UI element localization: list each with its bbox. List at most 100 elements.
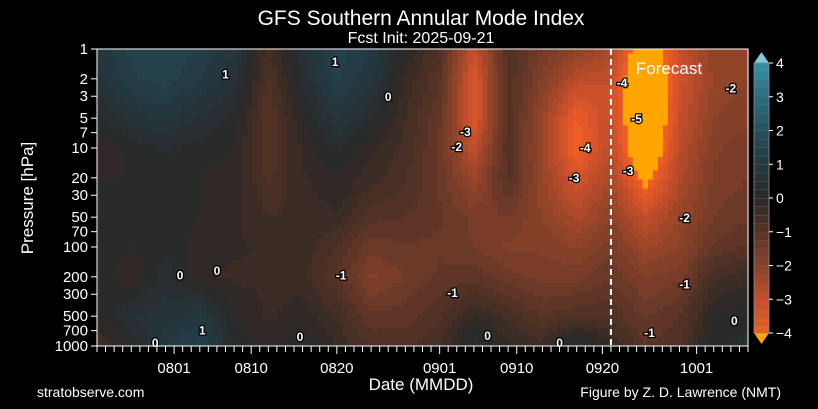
heatmap-cell	[642, 71, 649, 77]
heatmap-cell	[542, 85, 549, 91]
heatmap-cell	[217, 179, 223, 185]
heatmap-cell	[147, 161, 153, 167]
heatmap-cell	[422, 116, 429, 122]
heatmap-cell	[337, 197, 343, 203]
heatmap-cell	[192, 130, 198, 136]
heatmap-cell	[662, 206, 669, 212]
heatmap-cell	[527, 134, 534, 140]
heatmap-cell	[627, 157, 634, 163]
heatmap-cell	[637, 206, 644, 212]
heatmap-cell	[427, 202, 434, 208]
heatmap-cell	[412, 157, 419, 163]
heatmap-cell	[167, 188, 173, 194]
heatmap-cell	[587, 161, 594, 167]
heatmap-cell	[412, 116, 419, 122]
heatmap-cell	[482, 80, 489, 86]
heatmap-cell	[432, 166, 439, 172]
heatmap-cell	[272, 98, 278, 104]
heatmap-cell	[397, 89, 404, 95]
heatmap-cell	[382, 179, 389, 185]
heatmap-cell	[467, 139, 474, 145]
heatmap-cell	[142, 89, 148, 95]
heatmap-cell	[247, 89, 253, 95]
heatmap-cell	[157, 179, 163, 185]
heatmap-cell	[367, 134, 374, 140]
heatmap-cell	[662, 170, 669, 176]
heatmap-cell	[552, 211, 559, 217]
heatmap-cell	[157, 85, 163, 91]
heatmap-cell	[372, 215, 379, 221]
heatmap-cell	[562, 202, 569, 208]
heatmap-cell	[102, 157, 108, 163]
heatmap-cell	[142, 166, 148, 172]
heatmap-cell	[707, 188, 714, 194]
heatmap-cell	[672, 112, 679, 118]
heatmap-cell	[677, 103, 684, 109]
heatmap-cell	[657, 161, 664, 167]
heatmap-cell	[442, 62, 449, 68]
heatmap-cell	[662, 121, 669, 127]
heatmap-cell	[237, 112, 243, 118]
heatmap-cell	[662, 161, 669, 167]
heatmap-cell	[622, 188, 629, 194]
heatmap-cell	[632, 148, 639, 154]
heatmap-cell	[602, 170, 609, 176]
heatmap-cell	[467, 143, 474, 149]
heatmap-cell	[157, 139, 163, 145]
heatmap-cell	[577, 107, 584, 113]
heatmap-cell	[122, 166, 128, 172]
heatmap-cell	[167, 71, 173, 77]
heatmap-cell	[552, 148, 559, 154]
heatmap-cell	[422, 125, 429, 131]
heatmap-cell	[192, 125, 198, 131]
heatmap-cell	[252, 98, 258, 104]
heatmap-cell	[457, 215, 464, 221]
heatmap-cell	[132, 215, 138, 221]
heatmap-cell	[527, 80, 534, 86]
heatmap-cell	[672, 58, 679, 64]
heatmap-cell	[597, 125, 604, 131]
heatmap-cell	[167, 80, 173, 86]
heatmap-cell	[172, 53, 178, 59]
heatmap-cell	[637, 184, 644, 190]
heatmap-cell	[627, 116, 634, 122]
heatmap-cell	[112, 143, 118, 149]
heatmap-cell	[502, 103, 509, 109]
heatmap-cell	[137, 215, 143, 221]
heatmap-cell	[407, 89, 414, 95]
heatmap-cell	[442, 85, 449, 91]
heatmap-cell	[712, 76, 719, 82]
heatmap-cell	[297, 112, 303, 118]
heatmap-cell	[672, 215, 679, 221]
heatmap-cell	[162, 67, 168, 73]
heatmap-cell	[272, 116, 278, 122]
heatmap-cell	[527, 103, 534, 109]
heatmap-cell	[322, 49, 328, 55]
heatmap-cell	[372, 76, 379, 82]
heatmap-cell	[117, 107, 123, 113]
heatmap-cell	[212, 161, 218, 167]
heatmap-cell	[447, 107, 454, 113]
heatmap-cell	[447, 130, 454, 136]
heatmap-cell	[422, 188, 429, 194]
heatmap-cell	[367, 202, 374, 208]
heatmap-cell	[242, 215, 248, 221]
heatmap-cell	[172, 125, 178, 131]
heatmap-cell	[567, 179, 574, 185]
heatmap-cell	[342, 85, 348, 91]
heatmap-cell	[152, 139, 158, 145]
heatmap-cell	[462, 152, 469, 158]
heatmap-cell	[252, 89, 258, 95]
heatmap-cell	[112, 134, 118, 140]
heatmap-cell	[112, 215, 118, 221]
heatmap-cell	[337, 49, 343, 55]
heatmap-cell	[612, 188, 619, 194]
heatmap-cell	[232, 103, 238, 109]
heatmap-cell	[102, 152, 108, 158]
heatmap-cell	[487, 170, 494, 176]
heatmap-cell	[267, 184, 273, 190]
heatmap-cell	[432, 98, 439, 104]
heatmap-cell	[137, 166, 143, 172]
heatmap-cell	[107, 193, 113, 199]
heatmap-cell	[377, 80, 384, 86]
